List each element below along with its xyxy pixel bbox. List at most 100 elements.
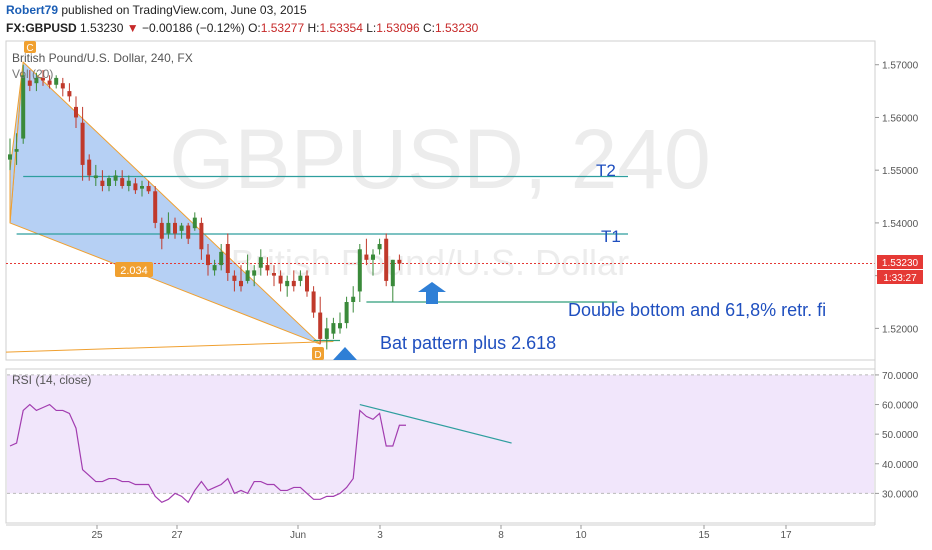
candle-body <box>74 106 78 118</box>
candle-body <box>8 154 12 160</box>
candle-body <box>100 180 105 186</box>
candle <box>133 178 138 194</box>
candle <box>252 265 257 287</box>
candle-body <box>60 83 65 89</box>
candle-body <box>338 323 342 329</box>
candle <box>199 217 204 260</box>
target-2-label[interactable]: T2 <box>596 161 616 180</box>
candle <box>140 180 144 197</box>
up-arrow-icon[interactable] <box>418 282 446 304</box>
main-legend[interactable]: British Pound/U.S. Dollar, 240, FX <box>12 51 193 65</box>
description-watermark: British Pound/U.S. Dollar <box>231 242 629 283</box>
candle <box>206 244 210 276</box>
candle-body <box>305 275 309 292</box>
chart-header: Robert79 published on TradingView.com, J… <box>0 0 932 40</box>
candle <box>357 244 362 302</box>
time-tick-label: 15 <box>698 530 710 541</box>
open-label: O: <box>248 21 261 35</box>
rsi-tick-label: 50.0000 <box>882 430 919 441</box>
candlestick-series[interactable] <box>8 64 402 350</box>
candle <box>390 259 395 302</box>
candle <box>173 217 177 239</box>
candle <box>258 249 263 276</box>
candle-body <box>377 244 382 250</box>
close-value: 1.53230 <box>434 21 479 35</box>
symbol-label[interactable]: FX:GBPUSD <box>6 21 77 35</box>
bat-pattern-annotation[interactable]: Bat pattern plus 2.618 <box>380 333 556 353</box>
candle-body <box>272 273 276 276</box>
candle-body <box>364 254 369 260</box>
rsi-tick-label: 60.0000 <box>882 401 919 412</box>
candle <box>324 317 329 350</box>
point-d-marker <box>312 347 324 360</box>
candle-body <box>34 77 39 84</box>
candle-body <box>120 178 125 186</box>
candle-body <box>113 175 118 181</box>
ratio-badge-label: 2.034 <box>120 265 148 277</box>
candle-body <box>232 275 237 281</box>
candle-body <box>146 186 151 192</box>
candle-body <box>225 244 230 273</box>
price-tick-label: 1.57000 <box>882 61 919 72</box>
candle-body <box>80 122 85 165</box>
candle-body <box>14 149 19 152</box>
rsi-tick-label: 30.0000 <box>882 489 919 500</box>
time-tick-label: 17 <box>780 530 792 541</box>
price-tick-label: 1.52000 <box>882 324 919 335</box>
candle <box>344 296 349 329</box>
candle-body <box>351 296 356 302</box>
candle <box>318 296 323 345</box>
candle <box>87 154 92 181</box>
candle-body <box>357 249 362 292</box>
low-label: L: <box>366 21 377 35</box>
candle-body <box>107 178 111 186</box>
high-label: H: <box>307 21 320 35</box>
candle <box>113 170 118 186</box>
candle-body <box>397 259 402 264</box>
candle <box>291 270 296 292</box>
candle <box>331 317 336 339</box>
candle <box>41 70 45 86</box>
candle-body <box>153 191 158 223</box>
candle-body <box>93 175 98 179</box>
candle-body <box>47 80 52 85</box>
down-arrow-icon: ▼ <box>126 21 139 35</box>
candle <box>74 96 78 128</box>
volume-legend[interactable]: Vol (20) <box>12 67 53 81</box>
rsi-series[interactable]: 70.0000 60.0000 50.0000 40.0000 30.0000 <box>7 371 919 504</box>
candle-body <box>285 280 290 287</box>
candle <box>219 244 224 271</box>
candle <box>93 164 98 186</box>
candle-body <box>344 302 349 324</box>
candle <box>67 83 72 102</box>
bar-countdown: 1:33:27 <box>883 273 917 284</box>
rsi-trendline <box>359 403 512 444</box>
rsi-legend[interactable]: RSI (14, close) <box>12 373 91 387</box>
candle <box>60 77 65 97</box>
time-axis[interactable]: 25 27 Jun 3 8 10 15 17 <box>6 524 875 541</box>
candle <box>311 286 316 318</box>
candle <box>239 265 243 292</box>
candle-body <box>291 280 296 287</box>
candle <box>80 106 85 181</box>
target-1-label[interactable]: T1 <box>601 227 621 246</box>
candle-body <box>298 275 303 281</box>
buy-triangle-icon[interactable] <box>333 347 357 360</box>
candle-body <box>245 270 250 281</box>
price-tick-label: 1.56000 <box>882 113 919 124</box>
last-price-tag-value: 1.53230 <box>882 258 919 269</box>
candle-body <box>173 222 177 234</box>
candle <box>265 257 270 276</box>
candle <box>351 286 356 313</box>
candle-body <box>21 75 26 139</box>
candle <box>397 254 402 271</box>
candle <box>107 175 111 192</box>
candle-body <box>331 323 336 334</box>
point-c-marker <box>24 41 36 53</box>
time-tick-label: 3 <box>377 530 383 541</box>
author-link[interactable]: Robert79 <box>6 3 59 17</box>
double-bottom-annotation[interactable]: Double bottom and 61,8% retr. fi <box>568 300 826 320</box>
time-tick-label: 27 <box>171 530 183 541</box>
candle <box>54 75 59 89</box>
